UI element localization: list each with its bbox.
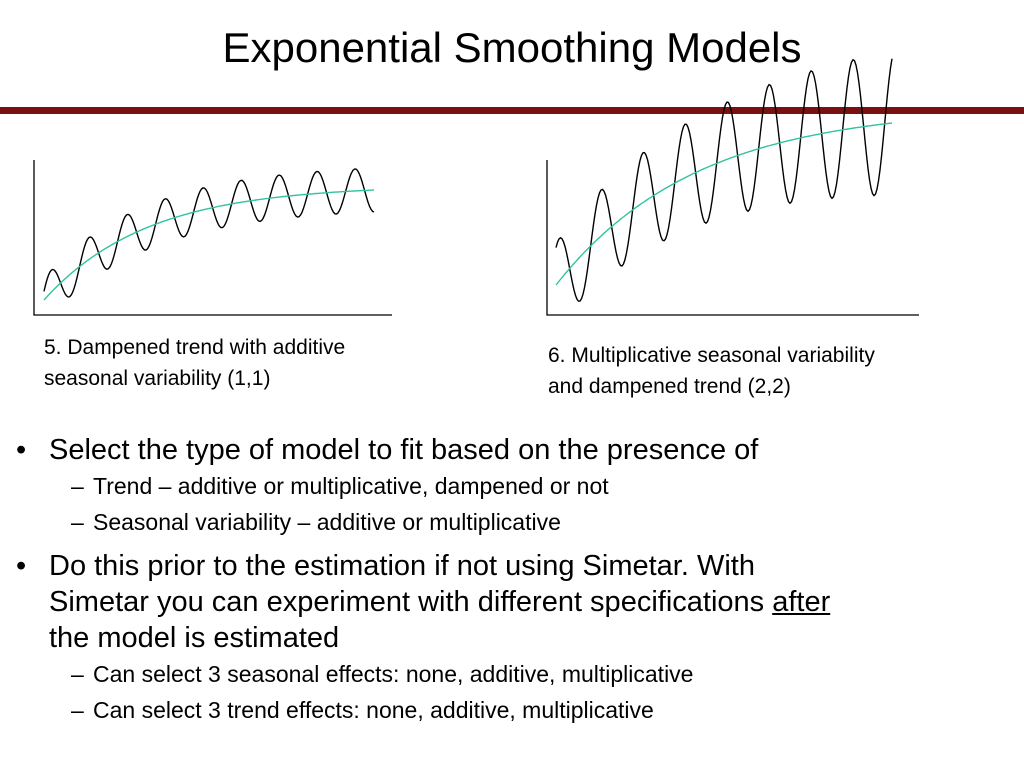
bullet-text-line: the model is estimated	[49, 622, 340, 654]
left-plot-caption: 5. Dampened trend with additive seasonal…	[44, 332, 345, 394]
left-plot-caption-line2: seasonal variability (1,1)	[44, 367, 271, 390]
right-plot	[546, 58, 919, 316]
right-plot-caption-line1: 6. Multiplicative seasonal variability	[548, 344, 875, 367]
left-plot	[33, 160, 392, 316]
right-plot-caption: 6. Multiplicative seasonal variability a…	[548, 340, 875, 402]
bullet-glyph: •	[16, 550, 27, 582]
bullet-list: • Select the type of model to fit based …	[0, 432, 1024, 728]
dash-glyph: –	[71, 697, 84, 723]
right-plot-axis	[546, 160, 919, 316]
sub-bullet-item: – Can select 3 trend effects: none, addi…	[0, 692, 1024, 728]
sub-bullet-text: Trend – additive or multiplicative, damp…	[93, 473, 609, 499]
right-plot-caption-line2: and dampened trend (2,2)	[548, 375, 791, 398]
bullet-glyph: •	[16, 434, 27, 466]
sub-bullet-text: Seasonal variability – additive or multi…	[93, 509, 561, 535]
bullet-item: • Do this prior to the estimation if not…	[0, 548, 1024, 656]
bullet-text: Select the type of model to fit based on…	[49, 434, 759, 466]
dash-glyph: –	[71, 509, 84, 535]
left-plot-axis	[33, 160, 392, 316]
left-plot-series	[43, 168, 375, 298]
left-plot-caption-line1: 5. Dampened trend with additive	[44, 336, 346, 359]
dash-glyph: –	[71, 473, 84, 499]
sub-bullet-text: Can select 3 trend effects: none, additi…	[93, 697, 654, 723]
left-plot-trend	[43, 189, 375, 301]
sub-bullet-text: Can select 3 seasonal effects: none, add…	[93, 661, 694, 687]
bullet-item: • Select the type of model to fit based …	[0, 432, 1024, 468]
slide-title: Exponential Smoothing Models	[222, 24, 802, 71]
illustration-plots	[33, 58, 919, 316]
bullet-text-line: Simetar you can experiment with differen…	[49, 584, 1024, 620]
right-plot-trend	[555, 122, 893, 286]
bullet-text-line: Do this prior to the estimation if not u…	[49, 550, 755, 582]
sub-bullet-item: – Trend – additive or multiplicative, da…	[0, 468, 1024, 504]
dash-glyph: –	[71, 661, 84, 687]
underlined-word: after	[772, 586, 831, 618]
sub-bullet-item: – Can select 3 seasonal effects: none, a…	[0, 656, 1024, 692]
bullet-text-segment: Simetar you can experiment with differen…	[49, 586, 773, 618]
right-plot-series	[555, 58, 893, 302]
title-divider	[0, 107, 1024, 114]
sub-bullet-item: – Seasonal variability – additive or mul…	[0, 504, 1024, 540]
